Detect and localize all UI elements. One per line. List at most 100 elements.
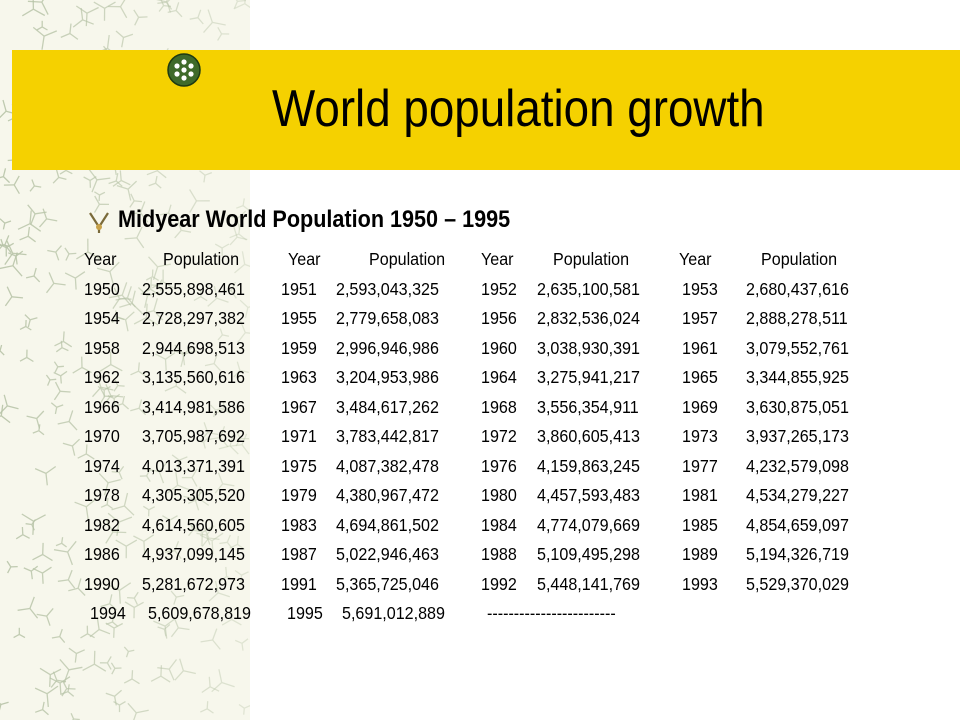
texture-mark xyxy=(217,328,230,341)
population-cell: 2,888,278,511 xyxy=(746,308,848,328)
texture-mark xyxy=(96,261,120,285)
texture-mark xyxy=(199,532,224,555)
texture-mark xyxy=(150,665,171,683)
population-cell: 4,694,861,502 xyxy=(336,514,439,535)
texture-mark xyxy=(54,331,73,348)
year-cell: 1956 xyxy=(481,308,517,328)
texture-mark xyxy=(105,519,127,544)
texture-mark xyxy=(29,179,42,192)
texture-mark xyxy=(34,685,59,707)
year-cell: 1959 xyxy=(281,337,317,358)
texture-mark xyxy=(55,340,69,353)
population-cell: 2,555,898,461 xyxy=(142,278,245,299)
texture-mark xyxy=(200,422,219,442)
texture-mark xyxy=(123,670,140,685)
texture-mark xyxy=(105,689,123,706)
texture-mark xyxy=(193,288,208,302)
population-cell: 3,556,354,911 xyxy=(537,396,639,417)
texture-mark xyxy=(75,5,99,27)
texture-mark xyxy=(4,240,27,265)
texture-mark xyxy=(124,226,145,249)
texture-mark xyxy=(99,656,112,670)
texture-mark xyxy=(155,352,176,371)
population-cell: 4,013,371,391 xyxy=(142,455,245,476)
texture-mark xyxy=(80,625,95,639)
texture-mark xyxy=(133,534,155,554)
texture-mark xyxy=(107,512,133,536)
table-row: 1950 2,555,898,461 1951 2,593,043,325 1952 2,… xyxy=(84,275,884,305)
year-cell: 1994 xyxy=(90,603,126,623)
texture-mark xyxy=(53,540,77,566)
texture-mark xyxy=(234,638,249,651)
texture-mark xyxy=(82,650,107,672)
year-cell: 1992 xyxy=(481,573,517,594)
texture-mark xyxy=(217,26,230,41)
population-cell: 2,832,536,024 xyxy=(537,308,640,328)
year-cell: 1985 xyxy=(682,514,718,535)
texture-mark xyxy=(34,465,57,486)
texture-mark xyxy=(171,454,188,470)
texture-mark xyxy=(53,370,68,384)
year-cell: 1981 xyxy=(682,485,718,505)
year-header: Year xyxy=(481,249,514,269)
population-cell: 4,937,099,145 xyxy=(142,544,245,564)
year-cell: 1995 xyxy=(287,603,323,623)
texture-mark xyxy=(3,175,20,195)
table-row: 1978 4,305,305,520 1979 4,380,967,472 1980 4,… xyxy=(84,481,884,511)
year-cell: 1986 xyxy=(84,544,120,564)
year-cell: 1993 xyxy=(682,573,718,594)
table-row: 1962 3,135,560,616 1963 3,204,953,986 1964 3,… xyxy=(84,363,884,393)
texture-mark xyxy=(218,566,236,583)
table-row: 1986 4,937,099,145 1987 5,022,946,463 1988 5,… xyxy=(84,540,884,570)
year-header: Year xyxy=(84,249,117,269)
texture-mark xyxy=(26,410,45,429)
population-cell: 5,691,012,889 xyxy=(342,603,445,623)
texture-mark xyxy=(52,169,67,184)
texture-mark xyxy=(64,247,77,261)
texture-mark xyxy=(32,26,58,50)
texture-mark xyxy=(172,347,193,366)
year-cell: 1990 xyxy=(84,573,120,594)
texture-mark xyxy=(218,434,239,455)
texture-mark xyxy=(57,569,76,589)
texture-mark xyxy=(74,498,97,520)
texture-mark xyxy=(60,23,79,40)
texture-mark xyxy=(133,9,148,26)
texture-mark xyxy=(208,580,231,602)
texture-mark xyxy=(148,175,162,189)
year-cell: 1967 xyxy=(281,396,317,417)
year-cell: 1966 xyxy=(84,396,120,417)
texture-mark xyxy=(113,701,126,713)
table-row: 1994 5,609,678,819 1995 5,691,012,889 ------… xyxy=(84,599,884,629)
texture-mark xyxy=(111,310,125,323)
texture-mark xyxy=(141,298,164,321)
texture-mark xyxy=(107,0,128,19)
texture-mark xyxy=(55,537,67,548)
texture-mark xyxy=(129,193,143,208)
texture-mark xyxy=(157,659,178,681)
texture-mark xyxy=(21,0,46,17)
texture-mark xyxy=(174,220,192,239)
texture-mark xyxy=(148,256,172,280)
year-cell: 1964 xyxy=(481,367,517,387)
year-cell: 1957 xyxy=(682,308,718,328)
texture-mark xyxy=(201,676,220,694)
population-cell: 3,038,930,391 xyxy=(537,337,640,358)
texture-mark xyxy=(59,658,83,683)
year-cell: 1976 xyxy=(481,455,517,476)
texture-mark xyxy=(0,235,12,254)
table-row: 1990 5,281,672,973 1991 5,365,725,046 1992 5,… xyxy=(84,570,884,600)
texture-mark xyxy=(236,198,250,211)
texture-mark xyxy=(88,168,111,193)
table-row: 1974 4,013,371,391 1975 4,087,382,478 1976 4,… xyxy=(84,452,884,482)
year-cell: 1962 xyxy=(84,367,120,387)
texture-mark xyxy=(233,361,249,378)
population-cell: 2,680,437,616 xyxy=(746,278,849,299)
texture-mark xyxy=(45,272,66,294)
population-cell: 5,609,678,819 xyxy=(148,603,251,623)
population-cell: 3,630,875,051 xyxy=(746,396,849,417)
texture-mark xyxy=(93,1,116,21)
texture-mark xyxy=(157,624,171,637)
year-cell: 1973 xyxy=(682,426,718,446)
population-cell: 5,109,495,298 xyxy=(537,544,640,564)
